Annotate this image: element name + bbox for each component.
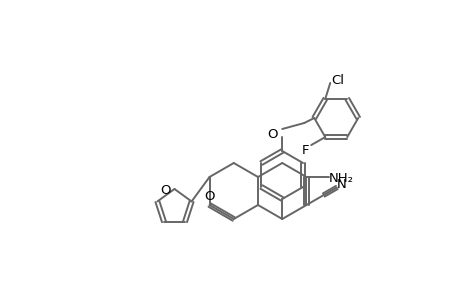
Text: O: O	[160, 184, 170, 196]
Text: NH₂: NH₂	[328, 172, 353, 184]
Text: Cl: Cl	[331, 74, 344, 87]
Text: O: O	[204, 190, 214, 203]
Text: F: F	[301, 144, 308, 157]
Text: N: N	[336, 178, 346, 191]
Text: O: O	[266, 128, 277, 142]
